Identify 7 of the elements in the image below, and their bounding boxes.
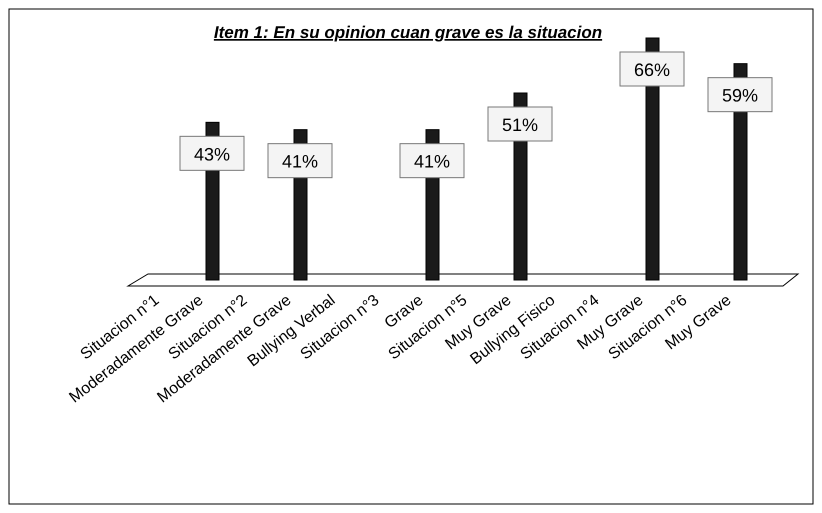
- data-label: 41%: [414, 152, 450, 172]
- chart-title: Item 1: En su opinion cuan grave es la situacion: [214, 23, 602, 42]
- data-label: 66%: [634, 60, 670, 80]
- data-label: 43%: [194, 144, 230, 164]
- data-label: 41%: [282, 152, 318, 172]
- data-label: 59%: [722, 86, 758, 106]
- data-label: 51%: [502, 115, 538, 135]
